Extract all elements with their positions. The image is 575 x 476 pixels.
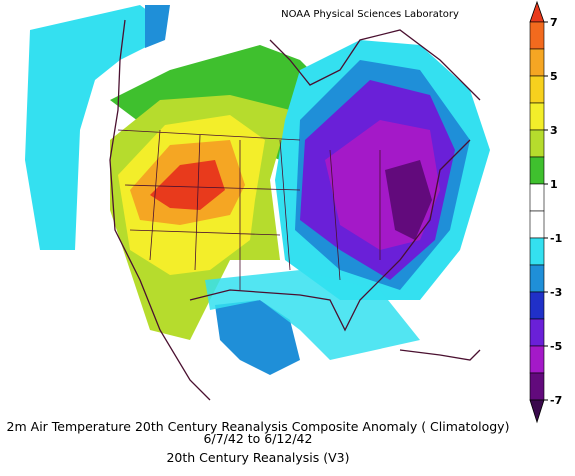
colorbar-bin [529, 102, 545, 131]
colorbar-bin [529, 318, 545, 347]
colorbar-bin [529, 372, 545, 401]
colorbar-bin [529, 183, 545, 212]
map [20, 3, 496, 403]
colorbar-extend-top [529, 0, 545, 23]
anomaly-blue-nw [145, 5, 170, 48]
colorbar-bin [529, 264, 545, 293]
colorbar-tick-label: 5 [550, 70, 558, 83]
credit: NOAA Physical Sciences Laboratory [281, 9, 459, 20]
anomaly-blue-gulf [215, 300, 300, 375]
colorbar-tick-label: 3 [550, 124, 558, 137]
colorbar-tick-label: 1 [550, 178, 558, 191]
colorbar-tick-label: -7 [550, 394, 562, 407]
colorbar-bin [529, 75, 545, 104]
colorbar: 7 5 3 1 -1 -3 -5 -7 [529, 0, 562, 424]
colorbar-bin [529, 129, 545, 158]
colorbar-bin [529, 237, 545, 266]
coastlines [109, 19, 481, 401]
anomaly-dark-purple [385, 160, 432, 240]
anomaly-red [150, 160, 225, 210]
state-borders [117, 129, 381, 290]
colorbar-bin [529, 21, 545, 50]
colorbar-extend-bottom [529, 399, 545, 424]
caption-dates: 6/7/42 to 6/12/42 [204, 431, 313, 446]
colorbar-bin [529, 210, 545, 239]
colorbar-tick-label: -1 [550, 232, 562, 245]
colorbar-bin [529, 156, 545, 185]
colorbar-bin [529, 345, 545, 374]
caption-title: 2m Air Temperature 20th Century Reanalys… [7, 419, 510, 434]
anomaly-cyan-west [25, 5, 160, 250]
colorbar-tick-label: 7 [550, 16, 558, 29]
colorbar-tick-label: -3 [550, 286, 562, 299]
caption-source: 20th Century Reanalysis (V3) [166, 450, 349, 465]
colorbar-bin [529, 291, 545, 320]
colorbar-tick-label: -5 [550, 340, 562, 353]
colorbar-bin [529, 48, 545, 77]
